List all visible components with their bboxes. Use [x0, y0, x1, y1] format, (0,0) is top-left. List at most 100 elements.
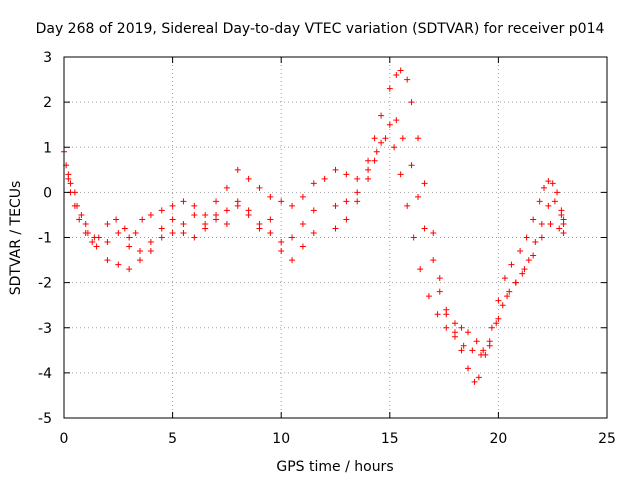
data-point [169, 202, 176, 209]
data-point [499, 302, 506, 309]
data-point [545, 202, 552, 209]
data-point [382, 135, 389, 142]
chart-title: Day 268 of 2019, Sidereal Day-to-day VTE… [36, 21, 605, 37]
data-point [443, 324, 450, 331]
data-point [332, 202, 339, 209]
x-axis-label: GPS time / hours [276, 459, 393, 475]
data-point [180, 220, 187, 227]
y-tick-label: -4 [38, 366, 52, 382]
data-point [84, 229, 91, 236]
x-tick-label: 10 [272, 431, 290, 447]
data-point [191, 234, 198, 241]
data-point [113, 216, 120, 223]
series-track-b [65, 117, 567, 354]
y-tick-label: -1 [38, 231, 52, 247]
data-point [104, 257, 111, 264]
data-point [126, 266, 133, 273]
data-point [525, 257, 532, 264]
data-point [354, 198, 361, 205]
x-tick-label: 20 [489, 431, 507, 447]
data-point [180, 229, 187, 236]
data-point [147, 248, 154, 255]
data-point [451, 320, 458, 327]
data-point [332, 225, 339, 232]
data-point [493, 320, 500, 327]
data-point [104, 239, 111, 246]
data-point [278, 239, 285, 246]
data-point [393, 72, 400, 79]
data-point [549, 180, 556, 187]
data-point [365, 166, 372, 173]
y-tick-label: 0 [43, 185, 52, 201]
data-point [501, 275, 508, 282]
data-point [397, 171, 404, 178]
data-point [458, 324, 465, 331]
data-point [278, 198, 285, 205]
data-point [421, 180, 428, 187]
x-tick-label: 0 [60, 431, 69, 447]
data-point [425, 293, 432, 300]
data-point [245, 211, 252, 218]
data-point [556, 225, 563, 232]
data-point [343, 171, 350, 178]
data-point [415, 135, 422, 142]
data-point [517, 248, 524, 255]
data-point [121, 225, 128, 232]
data-point [289, 234, 296, 241]
data-point [93, 243, 100, 250]
data-point [551, 198, 558, 205]
data-point [89, 239, 96, 246]
y-tick-label: -3 [38, 321, 52, 337]
data-point [378, 112, 385, 119]
x-tick-label: 5 [168, 431, 177, 447]
data-point [82, 220, 89, 227]
data-point [91, 234, 98, 241]
y-tick-label: 3 [43, 50, 52, 66]
data-point [519, 270, 526, 277]
x-tick-label: 15 [381, 431, 399, 447]
data-point [560, 229, 567, 236]
y-tick-label: -2 [38, 276, 52, 292]
data-point [532, 239, 539, 246]
data-point [289, 202, 296, 209]
data-point [391, 144, 398, 151]
data-point [451, 333, 458, 340]
data-point [415, 193, 422, 200]
data-point [223, 207, 230, 214]
data-point [139, 216, 146, 223]
data-point [512, 279, 519, 286]
data-point [332, 166, 339, 173]
data-point [486, 342, 493, 349]
data-point [506, 288, 513, 295]
data-point [547, 220, 554, 227]
data-point [76, 216, 83, 223]
data-point [354, 175, 361, 182]
data-point [115, 229, 122, 236]
data-point [310, 229, 317, 236]
data-point [191, 211, 198, 218]
data-point [404, 76, 411, 83]
data-point [256, 225, 263, 232]
data-point [354, 189, 361, 196]
data-point [397, 67, 404, 74]
data-point [408, 162, 415, 169]
data-point [417, 266, 424, 273]
data-point [137, 248, 144, 255]
data-point [245, 175, 252, 182]
data-point [560, 220, 567, 227]
x-tick-label: 25 [598, 431, 616, 447]
data-point [378, 139, 385, 146]
data-point [554, 189, 561, 196]
data-point [488, 324, 495, 331]
data-point [67, 180, 74, 187]
data-point [234, 166, 241, 173]
y-tick-label: -5 [38, 411, 52, 427]
data-point [299, 243, 306, 250]
data-point [65, 171, 72, 178]
data-point [393, 117, 400, 124]
data-point [71, 189, 78, 196]
data-point [536, 198, 543, 205]
data-point [223, 220, 230, 227]
